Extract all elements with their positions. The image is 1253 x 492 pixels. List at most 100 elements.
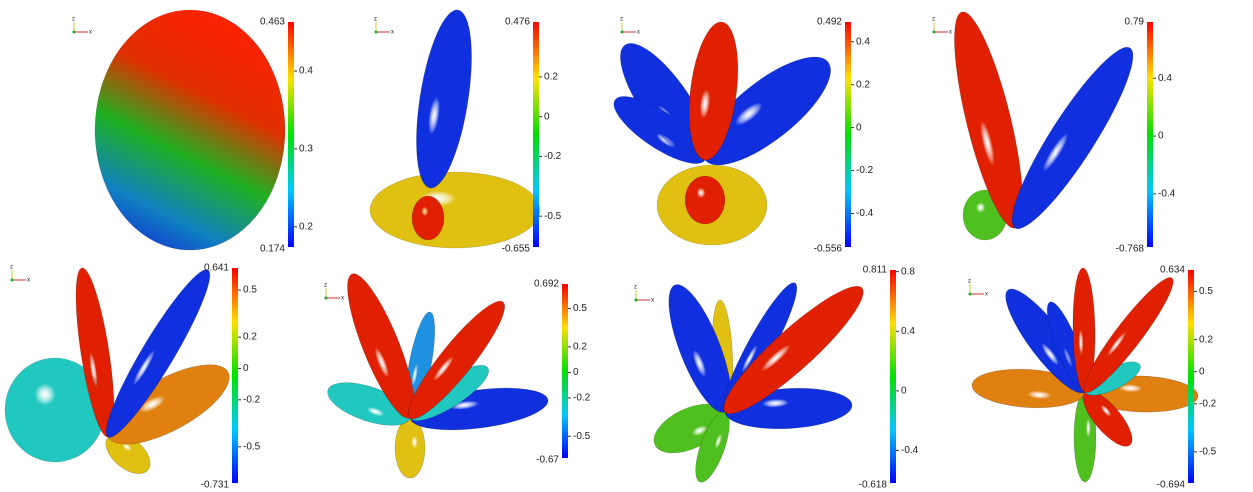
lobe	[1083, 277, 1174, 393]
lobe	[408, 300, 505, 420]
lobe	[1011, 46, 1134, 230]
colorbar-tick-label: -0.5	[243, 441, 261, 452]
colorbar-tick-label: -0.5	[544, 211, 562, 222]
triad-label: x	[341, 296, 344, 302]
colorbar-tick-label: 0.2	[573, 341, 587, 352]
colorbar-tick-label: 0.4	[299, 66, 313, 77]
colorbar-tick-label: 0	[1199, 366, 1205, 377]
colorbar-min-label: -0.556	[814, 244, 843, 255]
triad: zx	[10, 265, 30, 284]
colorbar-max-label: 0.79	[1125, 17, 1145, 28]
colorbar-min-label: -0.618	[859, 480, 888, 491]
colorbar-tick-label: -0.5	[573, 431, 591, 442]
colorbar-tick-label: 0	[544, 111, 550, 122]
colorbar-tick-label: -0.2	[544, 151, 562, 162]
blob	[411, 195, 445, 241]
colorbar-min-label: -0.694	[1157, 480, 1186, 491]
colorbar-tick-label: -0.4	[1158, 188, 1176, 199]
colorbar	[533, 22, 539, 247]
lobe	[416, 9, 472, 189]
triad-label: x	[391, 30, 394, 36]
blob	[369, 171, 541, 249]
triad-origin	[72, 30, 76, 34]
colorbar-tick-label: 0.5	[1199, 286, 1213, 297]
colorbar-tick-label: 0.5	[573, 303, 587, 314]
blob	[94, 9, 286, 251]
colorbar-tick-label: 0	[1158, 131, 1164, 142]
colorbar-tick-label: 0.3	[299, 144, 313, 155]
colorbar-tick-label: 0.4	[856, 36, 870, 47]
triad: zx	[968, 279, 988, 298]
colorbar-max-label: 0.463	[260, 17, 285, 28]
colorbar-tick-label: -0.4	[856, 208, 874, 219]
triad-label: z	[932, 17, 935, 23]
lobe	[723, 285, 864, 415]
colorbar-tick-label: 0.5	[243, 285, 257, 296]
lobe	[688, 21, 739, 161]
colorbar-tick-label: 0	[573, 367, 579, 378]
colorbar-min-label: -0.731	[201, 480, 230, 491]
colorbar-tick-label: -0.5	[1199, 447, 1217, 458]
colorbar-tick-label: 0.4	[1158, 73, 1172, 84]
colorbar-max-label: 0.634	[1160, 265, 1185, 276]
colorbar	[562, 284, 568, 458]
triad: zx	[72, 17, 92, 36]
triad-origin	[932, 30, 936, 34]
triad-label: z	[620, 17, 623, 23]
triad-label: z	[374, 17, 377, 23]
colorbar-min-label: -0.655	[502, 244, 531, 255]
colorbar-min-label: -0.67	[536, 455, 559, 466]
colorbar-tick-label: 0.2	[243, 332, 257, 343]
triad-label: z	[72, 17, 75, 23]
colorbar-min-label: -0.768	[1116, 244, 1145, 255]
colorbar	[232, 268, 238, 483]
colorbar-tick-label: 0	[901, 386, 907, 397]
colorbar-tick-label: -0.2	[856, 165, 874, 176]
triad-origin	[324, 296, 328, 300]
lobe	[394, 417, 426, 479]
colorbar-tick-label: -0.2	[243, 394, 261, 405]
colorbar-tick-label: -0.4	[901, 445, 919, 456]
triad-label: x	[637, 30, 640, 36]
triad-origin	[634, 298, 638, 302]
colorbar-max-label: 0.641	[204, 263, 229, 274]
colorbar-max-label: 0.476	[505, 17, 530, 28]
triad-label: z	[324, 283, 327, 289]
blob	[684, 175, 726, 225]
triad-label: x	[651, 298, 654, 304]
colorbar	[1147, 22, 1153, 247]
triad: zx	[932, 17, 952, 36]
triad-label: z	[634, 285, 637, 291]
triad-label: z	[10, 265, 13, 271]
colorbar	[1188, 270, 1194, 483]
triad: zx	[324, 283, 344, 302]
colorbar-tick-label: 0.2	[544, 72, 558, 83]
colorbar-tick-label: 0	[856, 122, 862, 133]
triad-origin	[620, 30, 624, 34]
colorbar-tick-label: 0.2	[856, 79, 870, 90]
triad: zx	[634, 285, 654, 304]
colorbar-tick-label: -0.2	[573, 393, 591, 404]
colorbar-max-label: 0.692	[534, 279, 559, 290]
triad: zx	[620, 17, 640, 36]
colorbar	[845, 22, 851, 247]
colorbar-tick-label: -0.2	[1199, 398, 1217, 409]
colorbar-max-label: 0.811	[863, 265, 888, 276]
triad: zx	[374, 17, 394, 36]
colorbar-tick-label: 0.8	[901, 266, 915, 277]
triad-label: x	[27, 278, 30, 284]
triad-label: z	[968, 279, 971, 285]
lobe	[105, 269, 211, 438]
triad-label: x	[89, 30, 92, 36]
colorbar	[890, 270, 896, 483]
colorbar	[288, 22, 294, 247]
colorbar-tick-label: 0	[243, 363, 249, 374]
triad-origin	[374, 30, 378, 34]
colorbar-tick-label: 0.2	[1199, 334, 1213, 345]
colorbar-max-label: 0.492	[817, 17, 842, 28]
triad-label: x	[985, 292, 988, 298]
triad-label: x	[949, 30, 952, 36]
colorbar-tick-label: 0.2	[299, 221, 313, 232]
triad-origin	[968, 292, 972, 296]
